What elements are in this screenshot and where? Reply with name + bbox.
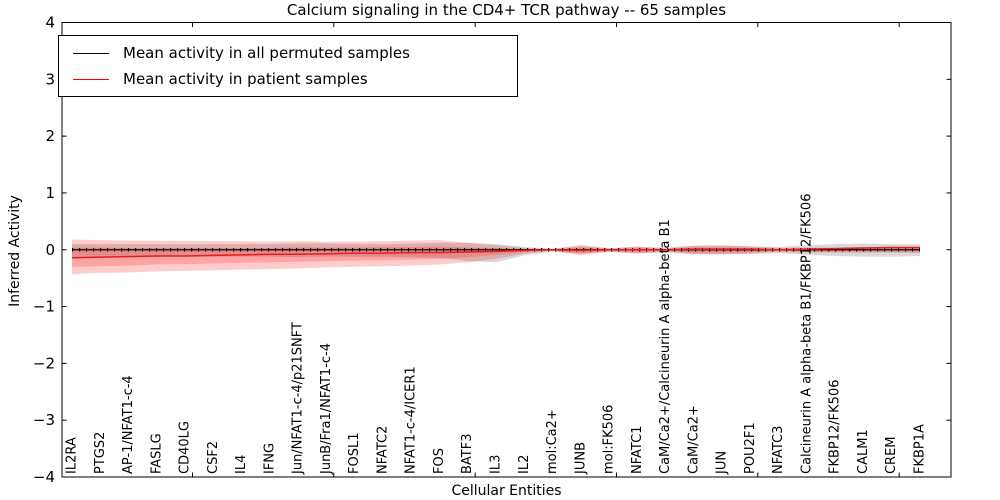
entity-label: FKBP12/FK506 (828, 380, 843, 475)
entity-label: IL4 (234, 455, 249, 474)
entity-label: NFATC3 (771, 426, 786, 474)
entity-label: CREM (884, 436, 899, 474)
entity-label: NFAT1-c-4/ICER1 (404, 366, 419, 474)
entity-label: AP-1/NFAT1-c-4 (121, 375, 136, 474)
legend: Mean activity in all permuted samples Me… (58, 35, 518, 97)
entity-label: FKBP1A (913, 424, 928, 474)
entity-label: CaM/Ca2+/Calcineurin A alpha-beta B1 (658, 219, 673, 474)
entity-label: CSF2 (206, 441, 221, 474)
y-tick-label: 4 (45, 14, 55, 32)
permuted-samples-range-band (72, 242, 920, 263)
entity-label: CaM/Ca2+ (686, 405, 701, 474)
x-axis-label: Cellular Entities (451, 483, 562, 499)
entity-label: mol:FK506 (602, 405, 617, 474)
y-tick-label: −3 (33, 411, 55, 429)
entity-label: CALM1 (856, 429, 871, 474)
legend-item-patient: Mean activity in patient samples (73, 67, 517, 91)
patient-samples-range-outer-band (72, 239, 920, 275)
entity-label: Calcineurin A alpha-beta B1/FKBP12/FK506 (799, 194, 814, 474)
entity-label: PTGS2 (93, 432, 108, 474)
y-tick-label: −1 (33, 298, 55, 316)
entity-label: FASLG (149, 433, 164, 474)
permuted-line-swatch (73, 52, 109, 54)
entity-label: NFATC1 (630, 426, 645, 474)
y-tick-label: −4 (33, 468, 55, 486)
entity-label: Jun/NFAT1-c-4/p21SNFT (291, 322, 306, 475)
entity-label: JUN (715, 451, 730, 475)
patient-samples-range-inner-band (72, 246, 920, 267)
chart-title: Calcium signaling in the CD4+ TCR pathwa… (286, 1, 727, 19)
y-tick-label: 1 (45, 184, 55, 202)
entity-label: BATF3 (460, 434, 475, 475)
patient-line-swatch (73, 78, 109, 80)
patient-mean-line (71, 246, 920, 259)
entity-label: POU2F1 (743, 422, 758, 474)
entity-label: mol:Ca2+ (545, 409, 560, 474)
entity-label: IL2 (517, 455, 532, 474)
entity-label: IL2RA (65, 437, 80, 474)
entity-label: IFNG (262, 443, 277, 474)
entity-label: JUNB (573, 442, 588, 475)
y-tick-label: 3 (45, 70, 55, 88)
entity-label: IL3 (489, 455, 504, 474)
entity-label: JunB/Fra1/NFAT1-c-4 (319, 343, 334, 475)
y-tick-label: 0 (45, 241, 55, 259)
entity-label: CD40LG (178, 421, 193, 474)
legend-item-permuted: Mean activity in all permuted samples (73, 41, 517, 65)
y-tick-label: −2 (33, 354, 55, 372)
entity-label: FOS (432, 448, 447, 474)
y-tick-label: 2 (45, 127, 55, 145)
y-axis-label: Inferred Activity (7, 195, 23, 307)
legend-label-permuted: Mean activity in all permuted samples (123, 44, 410, 62)
legend-label-patient: Mean activity in patient samples (123, 70, 368, 88)
entity-label: NFATC2 (375, 426, 390, 474)
entity-label: FOSL1 (347, 433, 362, 474)
